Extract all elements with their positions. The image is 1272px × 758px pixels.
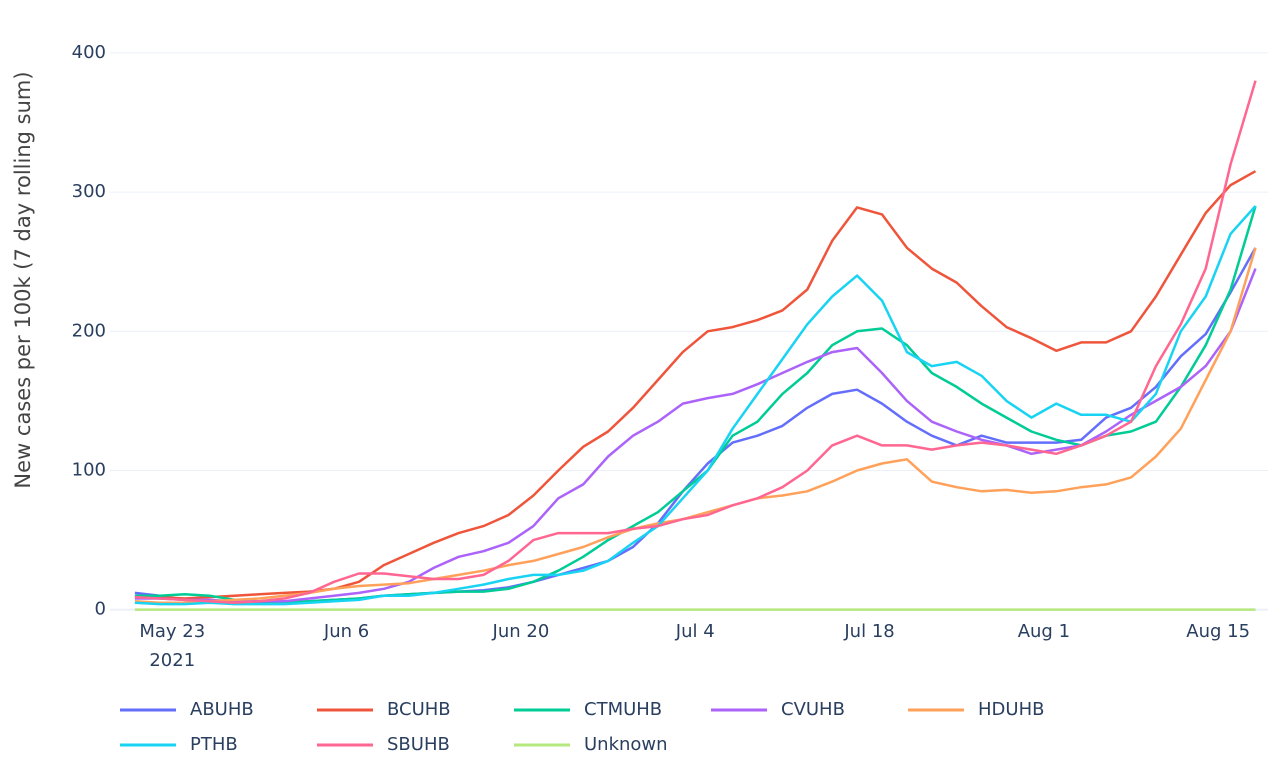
series-line [134, 205, 1257, 604]
series-line [134, 80, 1257, 604]
y-tick-label: 400 [72, 42, 106, 63]
legend-label: BCUHB [387, 699, 451, 720]
x-tick-label: Aug 1 [1018, 621, 1070, 642]
x-tick-year: 2021 [149, 650, 195, 671]
series-line [134, 268, 1257, 603]
x-tick-label: Jun 20 [492, 621, 550, 642]
legend-label: HDUHB [978, 699, 1044, 720]
plot-area [134, 80, 1257, 611]
y-axis-title: New cases per 100k (7 day rolling sum) [11, 71, 35, 488]
y-tick-label: 300 [72, 181, 106, 202]
legend-label: PTHB [190, 734, 238, 755]
y-tick-label: 100 [72, 459, 106, 480]
legend-label: ABUHB [190, 699, 254, 720]
legend-label: CVUHB [781, 699, 845, 720]
x-tick-label: Aug 15 [1186, 621, 1250, 642]
series-line [134, 170, 1257, 600]
x-tick-label: Jul 4 [675, 621, 715, 642]
y-tick-label: 0 [95, 599, 106, 620]
x-tick-label: Jul 18 [843, 621, 894, 642]
legend-label: CTMUHB [584, 699, 662, 720]
series-line [134, 205, 1257, 606]
legend-label: SBUHB [387, 734, 450, 755]
series-line [134, 247, 1257, 604]
legend-label: Unknown [584, 734, 668, 755]
x-tick-label: Jun 6 [323, 621, 369, 642]
x-tick-label: May 23 [139, 621, 205, 642]
series-line [134, 247, 1257, 604]
y-tick-label: 200 [72, 320, 106, 341]
